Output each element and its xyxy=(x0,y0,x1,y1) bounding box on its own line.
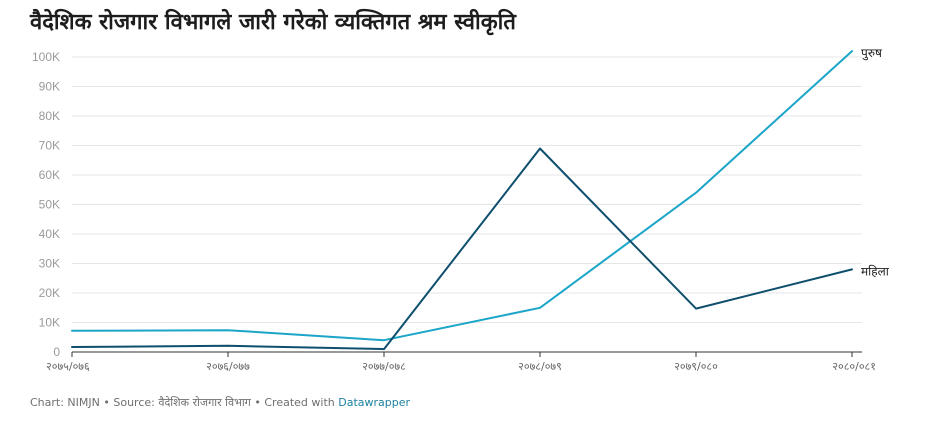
x-tick-label: २०७६/०७७ xyxy=(206,360,250,373)
footer-separator: • xyxy=(250,396,265,409)
y-tick-label: 20K xyxy=(39,286,60,300)
x-tick-label: २०७९/०८० xyxy=(674,360,718,373)
datawrapper-link[interactable]: Datawrapper xyxy=(338,396,411,409)
chart-credit: Chart: NIMJN xyxy=(30,396,100,409)
y-tick-label: 40K xyxy=(39,227,60,241)
created-with-text: Created with xyxy=(264,396,339,409)
y-tick-label: 30K xyxy=(39,257,60,271)
x-tick-label: २०७८/०७९ xyxy=(518,360,562,373)
y-axis-ticks: 0 10K 20K 30K 40K 50K 60K 70K 80K 90K 100K xyxy=(32,50,60,359)
series-line-0 xyxy=(71,50,853,342)
y-tick-label: 60K xyxy=(39,168,60,182)
y-tick-label: 90K xyxy=(39,80,60,94)
x-tick-label: २०८०/०८१ xyxy=(832,360,876,373)
x-tick-label: २०७५/०७६ xyxy=(46,360,90,373)
series-lines xyxy=(71,50,853,351)
y-tick-label: 80K xyxy=(39,109,60,123)
y-tick-label: 0 xyxy=(53,345,60,359)
y-tick-label: 50K xyxy=(39,198,60,212)
y-tick-label: 70K xyxy=(39,139,60,153)
series-labels: पुरुष महिला xyxy=(861,46,890,278)
y-tick-label: 100K xyxy=(32,50,60,64)
series-label-0: पुरुष xyxy=(861,46,883,61)
series-line-1 xyxy=(71,147,853,351)
series-label-1: महिला xyxy=(861,264,890,278)
chart-footer: Chart: NIMJN • Source: वैदेशिक रोजगार वि… xyxy=(30,395,410,410)
footer-separator: • xyxy=(99,396,114,409)
source-note: Source: वैदेशिक रोजगार विभाग xyxy=(113,396,251,409)
x-axis-ticks: २०७५/०७६ २०७६/०७७ २०७७/०७८ २०७८/०७९ २०७९/०८०… xyxy=(46,352,876,373)
gridlines xyxy=(72,56,862,353)
y-tick-label: 10K xyxy=(39,316,60,330)
chart-title: वैदेशिक रोजगार विभागले जारी गरेको व्यक्त… xyxy=(30,10,516,35)
x-tick-label: २०७७/०७८ xyxy=(362,360,406,373)
